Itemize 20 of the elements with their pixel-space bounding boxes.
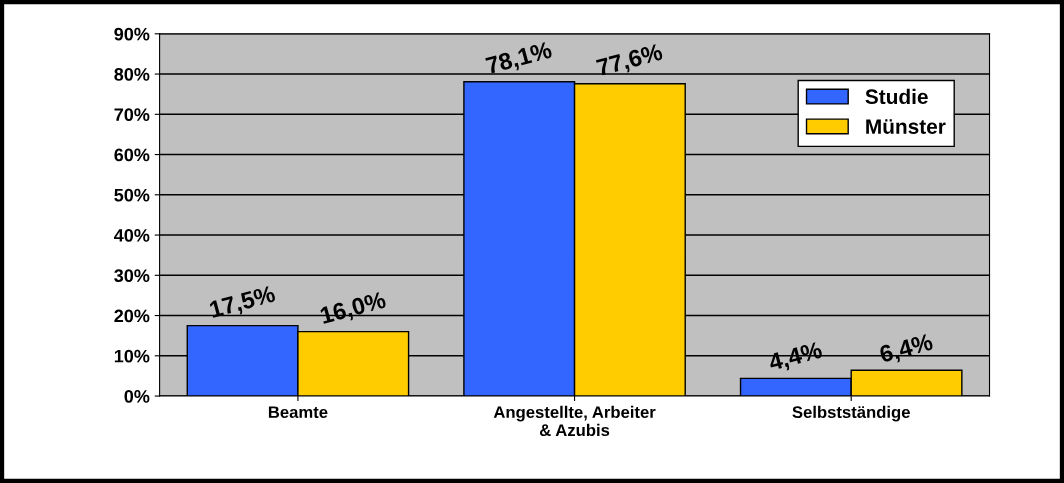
data-label: 78,1% — [485, 41, 554, 78]
data-label: 17,5% — [209, 285, 277, 322]
y-tick-label: 30% — [114, 269, 150, 283]
x-tick-label: Beamte — [268, 406, 328, 419]
legend-label: Münster — [866, 119, 946, 134]
y-tick-label: 40% — [114, 228, 150, 242]
data-label: 16,0% — [319, 291, 388, 328]
y-tick-label: 50% — [114, 188, 150, 202]
y-tick-label: 70% — [114, 108, 150, 122]
x-tick-label: Angestellte, Arbeiter & Azubis — [493, 405, 656, 437]
y-tick-label: 0% — [124, 389, 150, 403]
legend-label: Studie — [865, 88, 928, 105]
y-tick-label: 20% — [114, 309, 150, 323]
y-tick-label: 90% — [114, 27, 150, 41]
data-label: 6,4% — [878, 333, 935, 367]
y-tick-label: 10% — [114, 349, 150, 363]
x-tick-label: Selbstständige — [792, 405, 910, 422]
data-label: 77,6% — [595, 43, 665, 80]
y-tick-label: 80% — [114, 67, 150, 81]
y-tick-label: 60% — [114, 148, 150, 162]
